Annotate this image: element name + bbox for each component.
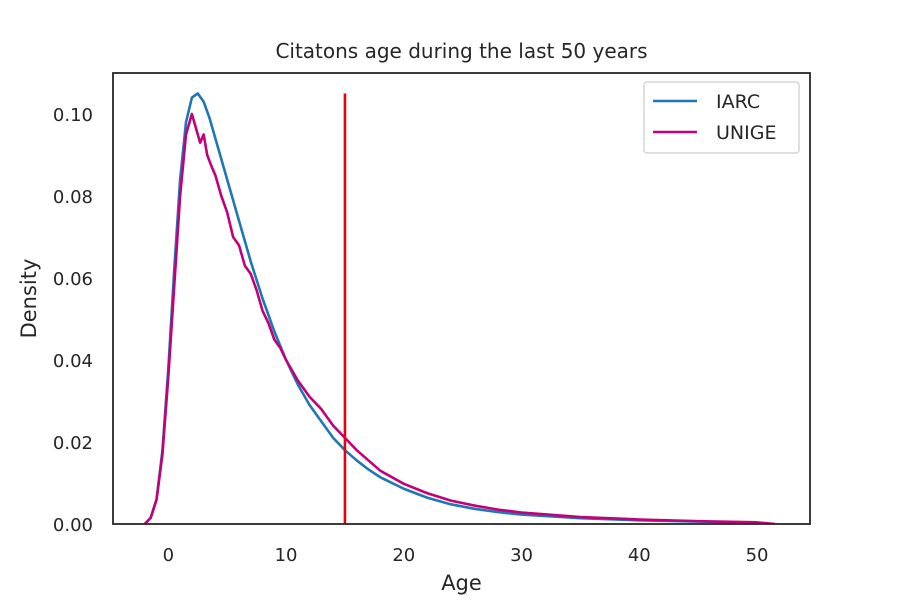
x-tick-label: 10 <box>275 545 298 566</box>
x-tick-label: 40 <box>628 545 651 566</box>
x-tick-label: 20 <box>392 545 415 566</box>
y-tick-label: 0.02 <box>53 433 93 454</box>
y-tick-label: 0.10 <box>53 105 93 126</box>
legend-label-unige: UNIGE <box>716 122 776 144</box>
y-tick-label: 0.04 <box>53 351 93 372</box>
y-tick-label: 0.00 <box>53 515 93 536</box>
series-line-iarc <box>143 92 775 524</box>
x-tick-label: 30 <box>510 545 533 566</box>
chart-title: Citatons age during the last 50 years <box>275 39 647 63</box>
legend: IARC UNIGE <box>643 81 800 154</box>
series-line-unige <box>143 112 775 524</box>
x-axis-ticks: 0 10 20 30 40 50 <box>163 545 769 566</box>
x-tick-label: 50 <box>746 545 769 566</box>
plot-area <box>143 92 775 524</box>
y-tick-label: 0.06 <box>53 269 93 290</box>
y-axis-label: Density <box>17 259 41 339</box>
legend-label-iarc: IARC <box>716 91 760 113</box>
x-axis-label: Age <box>441 571 482 595</box>
x-tick-label: 0 <box>163 545 174 566</box>
y-tick-label: 0.08 <box>53 187 93 208</box>
axes-frame <box>112 72 811 525</box>
y-axis-ticks: 0.00 0.02 0.04 0.06 0.08 0.10 <box>53 105 93 536</box>
